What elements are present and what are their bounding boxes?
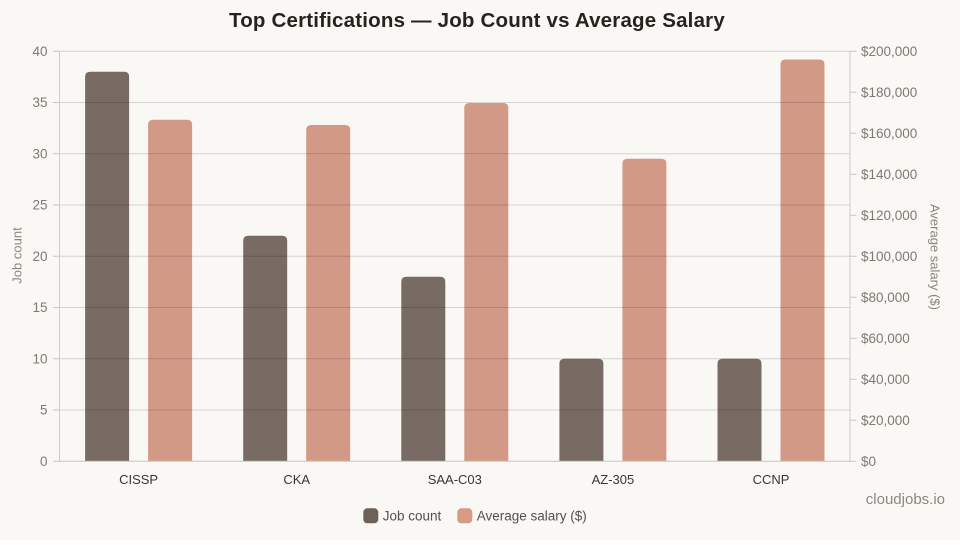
svg-text:$120,000: $120,000 (861, 208, 917, 223)
svg-text:40: 40 (32, 44, 47, 59)
svg-text:0: 0 (40, 454, 48, 469)
svg-text:$60,000: $60,000 (861, 331, 910, 346)
svg-text:CCNP: CCNP (753, 472, 790, 487)
svg-text:Average salary ($): Average salary ($) (477, 508, 587, 523)
svg-text:$100,000: $100,000 (861, 249, 917, 264)
svg-text:SAA-C03: SAA-C03 (428, 472, 482, 487)
svg-text:Job count: Job count (383, 508, 442, 523)
svg-text:$160,000: $160,000 (861, 126, 917, 141)
svg-text:$20,000: $20,000 (861, 413, 910, 428)
svg-text:cloudjobs.io: cloudjobs.io (866, 491, 945, 508)
svg-text:$40,000: $40,000 (861, 372, 910, 387)
svg-text:5: 5 (40, 403, 48, 418)
svg-text:CISSP: CISSP (119, 472, 158, 487)
svg-text:Average salary ($): Average salary ($) (928, 204, 943, 310)
svg-text:$80,000: $80,000 (861, 290, 910, 305)
svg-text:$140,000: $140,000 (861, 167, 917, 182)
svg-text:Top Certifications — Job Count: Top Certifications — Job Count vs Averag… (229, 9, 725, 32)
svg-text:$180,000: $180,000 (861, 85, 917, 100)
svg-text:20: 20 (32, 249, 47, 264)
svg-text:25: 25 (32, 198, 47, 213)
svg-text:$200,000: $200,000 (861, 44, 917, 59)
svg-text:10: 10 (32, 351, 47, 366)
svg-text:$0: $0 (861, 454, 876, 469)
svg-text:35: 35 (32, 95, 47, 110)
svg-text:Job count: Job count (10, 227, 25, 284)
svg-text:15: 15 (32, 300, 47, 315)
svg-text:AZ-305: AZ-305 (592, 472, 635, 487)
svg-text:CKA: CKA (283, 472, 310, 487)
svg-text:30: 30 (32, 146, 47, 161)
